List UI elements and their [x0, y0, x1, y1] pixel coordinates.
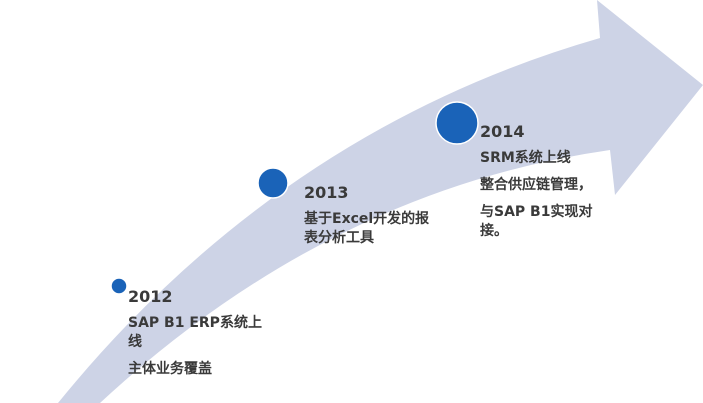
milestone-dot-2014: [435, 101, 479, 145]
milestone-desc: 主体业务覆盖: [128, 361, 212, 377]
milestone-desc: 基于Excel开发的报表分析工具: [304, 211, 430, 246]
milestone-year: 2013: [304, 183, 349, 202]
milestone-dot-2012: [110, 277, 128, 295]
milestone-desc: 整合供应链管理，: [480, 177, 592, 193]
milestone-2014: 2014 SRM系统上线 整合供应链管理， 与SAP B1实现对接。: [480, 122, 610, 241]
milestone-desc: SRM系统上线: [480, 150, 571, 166]
milestone-2013: 2013 基于Excel开发的报表分析工具: [304, 183, 434, 248]
milestone-year: 2012: [128, 287, 173, 306]
milestone-year: 2014: [480, 122, 525, 141]
milestone-2012: 2012 SAP B1 ERP系统上线 主体业务覆盖: [128, 287, 268, 379]
milestone-desc: 与SAP B1实现对接。: [480, 204, 593, 239]
curved-arrow: [58, 0, 703, 403]
milestone-dot-2013: [257, 167, 289, 199]
milestone-desc: SAP B1 ERP系统上线: [128, 315, 262, 350]
